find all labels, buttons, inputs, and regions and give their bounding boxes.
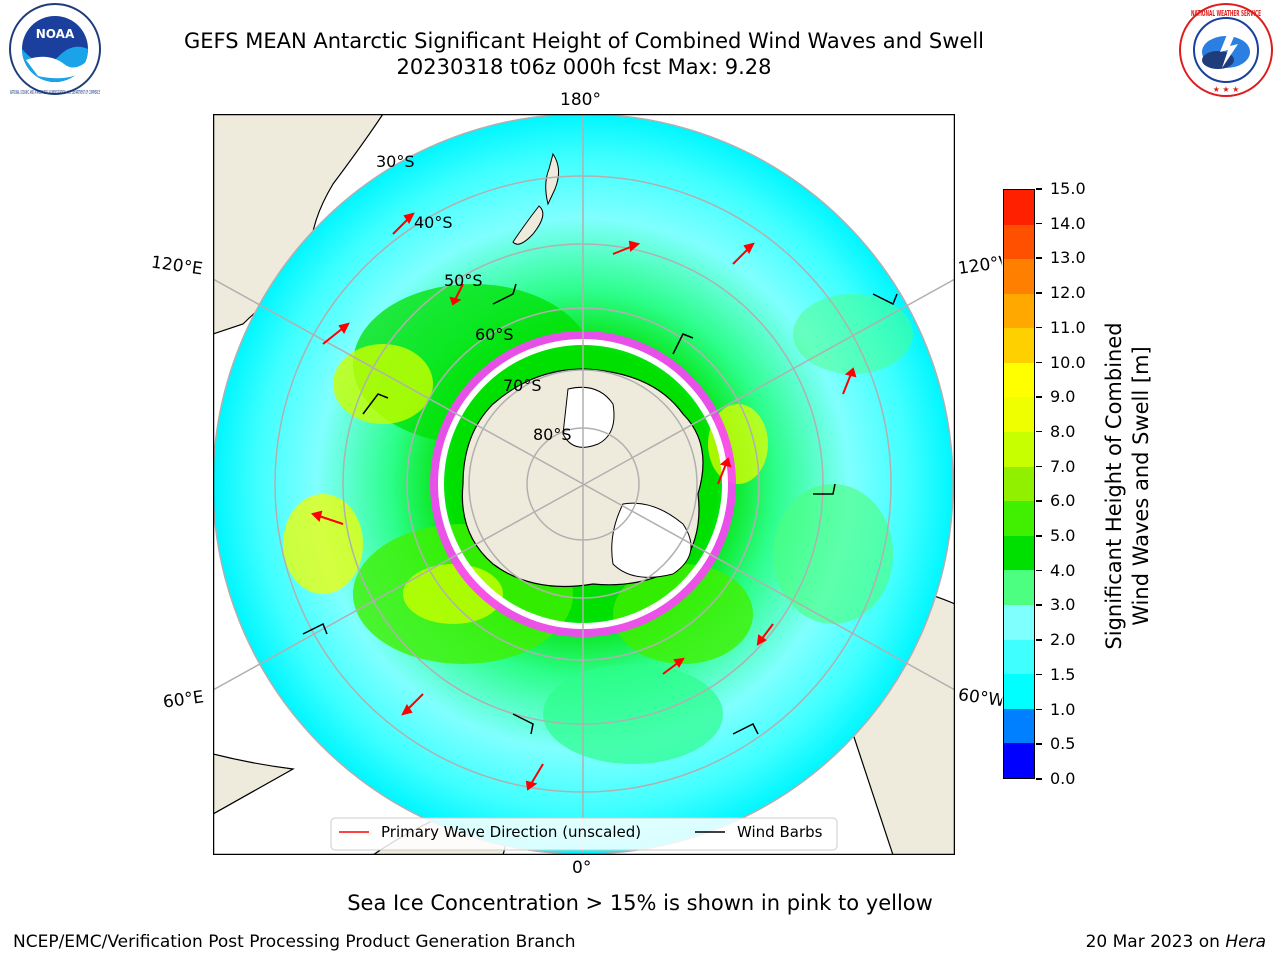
colorbar-tick-mark bbox=[1036, 673, 1042, 676]
wind-barbs bbox=[302, 283, 898, 735]
polar-map: Primary Wave Direction (unscaled) Wind B… bbox=[213, 114, 955, 855]
lat-label-60s: 60°S bbox=[475, 325, 514, 344]
colorbar-segment bbox=[1004, 743, 1034, 778]
colorbar-tick-label: 2.0 bbox=[1050, 630, 1076, 650]
map-legend: Primary Wave Direction (unscaled) Wind B… bbox=[330, 817, 838, 851]
lat-label-80s: 80°S bbox=[533, 425, 572, 444]
colorbar-tick-label: 0.5 bbox=[1050, 734, 1076, 754]
wave-direction-arrows bbox=[311, 212, 857, 791]
colorbar-tick-mark bbox=[1036, 430, 1042, 433]
colorbar-tick-label: 0.0 bbox=[1050, 769, 1076, 788]
colorbar-tick-mark bbox=[1036, 708, 1042, 711]
colorbar-tick-mark bbox=[1036, 396, 1042, 398]
colorbar-segment bbox=[1004, 362, 1034, 398]
colorbar-segment bbox=[1004, 293, 1034, 329]
lat-label-30s: 30°S bbox=[376, 152, 415, 171]
nws-logo: NATIONAL WEATHER SERVICE ★ ★ ★ bbox=[1179, 3, 1273, 97]
colorbar-segment bbox=[1004, 674, 1034, 709]
colorbar-segment bbox=[1004, 259, 1034, 294]
noaa-logo-ring-text: NATIONAL OCEANIC AND ATMOSPHERIC ADMINIS… bbox=[10, 90, 100, 96]
colorbar-tick-label: 12.0 bbox=[1050, 283, 1086, 303]
colorbar-ticks: 0.0 0.5 1.0 1.5 2.0 3.0 4.0 5.0 6.0 7.0 8.0 9.0 10.0… bbox=[1036, 179, 1096, 788]
colorbar-segment bbox=[1004, 570, 1034, 606]
colorbar-tick-mark bbox=[1036, 326, 1042, 329]
colorbar-segment bbox=[1004, 605, 1034, 640]
footer-host: Hera bbox=[1225, 932, 1266, 952]
svg-text:★ ★ ★: ★ ★ ★ bbox=[1213, 85, 1240, 94]
colorbar-label-line1: Significant Height of Combined bbox=[1102, 322, 1126, 650]
legend-wave-label: Primary Wave Direction (unscaled) bbox=[381, 823, 641, 841]
colorbar-segment bbox=[1004, 189, 1034, 225]
sea-ice-caption: Sea Ice Concentration > 15% is shown in … bbox=[347, 891, 933, 915]
colorbar-tick-label: 6.0 bbox=[1050, 491, 1076, 511]
footer-date: 20 Mar 2023 on bbox=[1085, 932, 1226, 952]
lat-label-70s: 70°S bbox=[503, 376, 542, 395]
colorbar-tick-label: 8.0 bbox=[1050, 421, 1076, 441]
colorbar-tick-label: 4.0 bbox=[1050, 560, 1076, 580]
lat-label-50s: 50°S bbox=[444, 271, 483, 290]
colorbar-segment bbox=[1004, 501, 1034, 536]
map-frame bbox=[213, 114, 955, 855]
colorbar-tick-label: 13.0 bbox=[1050, 248, 1086, 268]
nws-logo-ring-text: NATIONAL WEATHER SERVICE bbox=[1191, 9, 1261, 18]
colorbar-tick-label: 10.0 bbox=[1050, 352, 1086, 372]
colorbar-segment bbox=[1004, 224, 1034, 260]
lon-label-left-upper: 120°E bbox=[149, 252, 204, 280]
colorbar-tick-label: 11.0 bbox=[1050, 317, 1086, 337]
lon-label-left-lower: 60°E bbox=[161, 687, 206, 713]
colorbar-tick-mark bbox=[1036, 743, 1042, 745]
colorbar-tick-mark bbox=[1036, 535, 1042, 537]
colorbar-tick-label: 1.0 bbox=[1050, 699, 1076, 719]
colorbar-tick-label: 7.0 bbox=[1050, 456, 1076, 476]
colorbar-segment bbox=[1004, 397, 1034, 433]
colorbar-tick-mark bbox=[1036, 292, 1042, 294]
lon-label-top: 180° bbox=[560, 90, 601, 110]
colorbar-tick-label: 1.5 bbox=[1050, 664, 1076, 684]
noaa-logo: NOAA NATIONAL OCEANIC AND ATMOSPHERIC AD… bbox=[9, 3, 101, 96]
colorbar-segment bbox=[1004, 466, 1034, 502]
colorbar bbox=[1003, 189, 1035, 779]
map-subtitle: 20230318 t06z 000h fcst Max: 9.28 bbox=[396, 55, 772, 79]
colorbar-tick-mark bbox=[1036, 222, 1042, 225]
colorbar-tick-label: 9.0 bbox=[1050, 387, 1076, 407]
colorbar-label-line2: Wind Waves and Swell [m] bbox=[1129, 346, 1153, 626]
colorbar-tick-mark bbox=[1036, 569, 1042, 572]
noaa-logo-text: NOAA bbox=[36, 27, 75, 41]
colorbar-segment bbox=[1004, 639, 1034, 675]
colorbar-tick-label: 5.0 bbox=[1050, 526, 1076, 546]
colorbar-tick-mark bbox=[1036, 188, 1042, 190]
legend-barb-label: Wind Barbs bbox=[737, 823, 823, 841]
colorbar-tick-mark bbox=[1036, 257, 1042, 259]
colorbar-tick-label: 14.0 bbox=[1050, 213, 1086, 233]
colorbar-segment bbox=[1004, 328, 1034, 363]
map-title: GEFS MEAN Antarctic Significant Height o… bbox=[183, 29, 985, 53]
colorbar-segment bbox=[1004, 432, 1034, 467]
colorbar-tick-mark bbox=[1036, 465, 1042, 468]
lon-label-right-upper: 120°W bbox=[956, 253, 1004, 279]
lat-label-40s: 40°S bbox=[414, 213, 453, 232]
colorbar-segment bbox=[1004, 708, 1034, 744]
colorbar-tick-mark bbox=[1036, 778, 1042, 780]
footer-right: 20 Mar 2023 on Hera bbox=[1086, 932, 1266, 952]
footer-left: NCEP/EMC/Verification Post Processing Pr… bbox=[13, 932, 576, 952]
lon-label-right-lower: 60°W bbox=[956, 685, 1004, 711]
colorbar-tick-label: 3.0 bbox=[1050, 595, 1076, 615]
lon-label-bottom: 0° bbox=[572, 858, 592, 878]
colorbar-segment bbox=[1004, 535, 1034, 571]
colorbar-tick-mark bbox=[1036, 500, 1042, 502]
colorbar-tick-mark bbox=[1036, 639, 1042, 641]
colorbar-tick-mark bbox=[1036, 604, 1042, 606]
colorbar-tick-label: 15.0 bbox=[1050, 179, 1086, 198]
colorbar-tick-mark bbox=[1036, 361, 1042, 364]
